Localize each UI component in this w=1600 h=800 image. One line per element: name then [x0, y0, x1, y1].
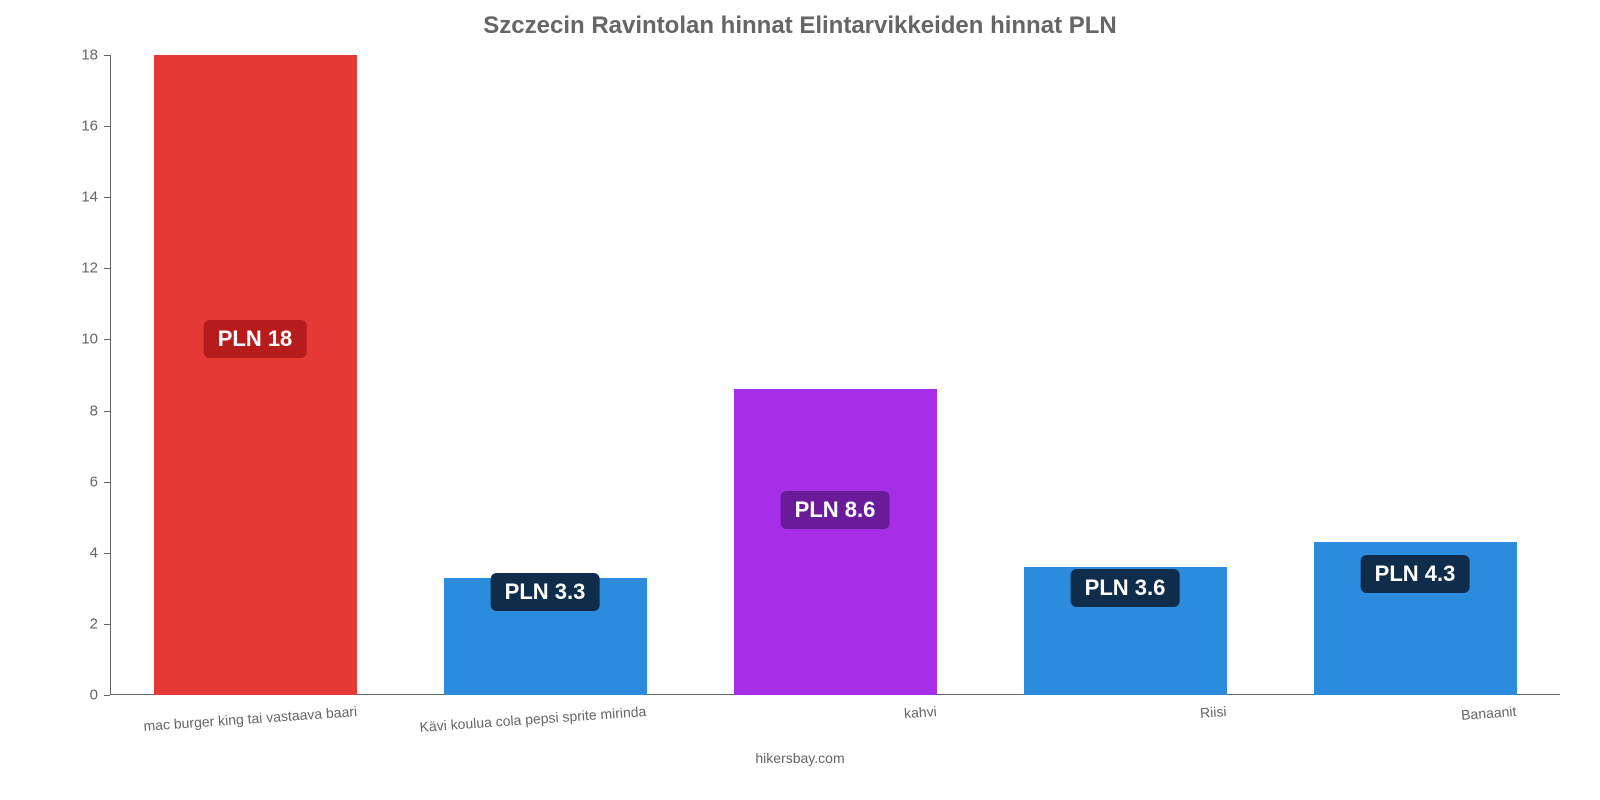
y-tick-mark	[104, 268, 110, 269]
bar	[154, 55, 357, 695]
value-badge: PLN 4.3	[1361, 555, 1470, 593]
chart-title: Szczecin Ravintolan hinnat Elintarvikkei…	[0, 0, 1600, 40]
y-tick-mark	[104, 411, 110, 412]
y-tick-mark	[104, 55, 110, 56]
y-tick-label: 8	[58, 402, 98, 419]
value-badge: PLN 18	[204, 320, 307, 358]
x-tick-label: mac burger king tai vastaava baari	[142, 703, 357, 734]
y-tick-label: 10	[58, 331, 98, 348]
y-tick-mark	[104, 126, 110, 127]
y-tick-label: 4	[58, 544, 98, 561]
y-tick-label: 12	[58, 260, 98, 277]
y-tick-label: 6	[58, 473, 98, 490]
y-tick-label: 14	[58, 189, 98, 206]
value-badge: PLN 8.6	[781, 491, 890, 529]
x-tick-label: Riisi	[1200, 703, 1228, 721]
y-tick-mark	[104, 339, 110, 340]
value-badge: PLN 3.3	[491, 573, 600, 611]
y-tick-label: 0	[58, 687, 98, 704]
y-tick-mark	[104, 553, 110, 554]
y-tick-mark	[104, 482, 110, 483]
bar	[734, 389, 937, 695]
value-badge: PLN 3.6	[1071, 569, 1180, 607]
y-tick-label: 2	[58, 615, 98, 632]
attribution-text: hikersbay.com	[0, 750, 1600, 766]
y-tick-mark	[104, 197, 110, 198]
plot-area: 024681012141618PLN 18mac burger king tai…	[110, 55, 1560, 695]
x-tick-label: Kävi koulua cola pepsi sprite mirinda	[419, 703, 647, 735]
y-axis-line	[110, 55, 111, 695]
x-tick-label: Banaanit	[1461, 703, 1517, 723]
y-tick-mark	[104, 624, 110, 625]
y-tick-mark	[104, 695, 110, 696]
x-tick-label: kahvi	[903, 703, 937, 721]
y-tick-label: 18	[58, 47, 98, 64]
y-tick-label: 16	[58, 118, 98, 135]
